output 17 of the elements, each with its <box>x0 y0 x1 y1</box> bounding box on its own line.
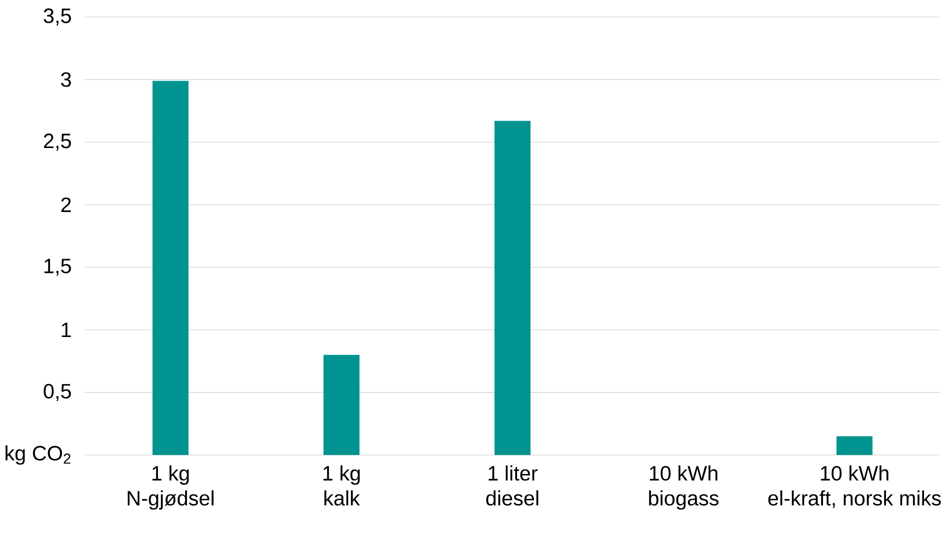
x-tick-label: 10 kWh biogass <box>649 465 718 510</box>
bar <box>494 120 531 455</box>
x-tick-label: 1 liter diesel <box>486 465 538 506</box>
y-tick-label: 1 <box>62 322 71 337</box>
bar <box>836 436 873 455</box>
y-tick-label: 2 <box>61 197 71 212</box>
x-tick-label: 1 kg N-gjødsel <box>128 465 214 510</box>
y-tick-label: 0,5 <box>44 384 71 401</box>
y-tick-label: 2,5 <box>44 134 71 151</box>
bar <box>324 354 360 455</box>
x-tick-label: 10 kWh el-kraft, norsk miks <box>768 465 941 508</box>
y-tick-label: 3 <box>61 72 71 87</box>
y-tick-label: 1,5 <box>44 258 71 276</box>
y-tick-label: 3,5 <box>44 8 71 26</box>
x-tick-label: 1 kg kalk <box>323 465 360 506</box>
bar <box>152 80 189 455</box>
y-axis-title: kg CO$_{2}$ <box>6 445 70 465</box>
